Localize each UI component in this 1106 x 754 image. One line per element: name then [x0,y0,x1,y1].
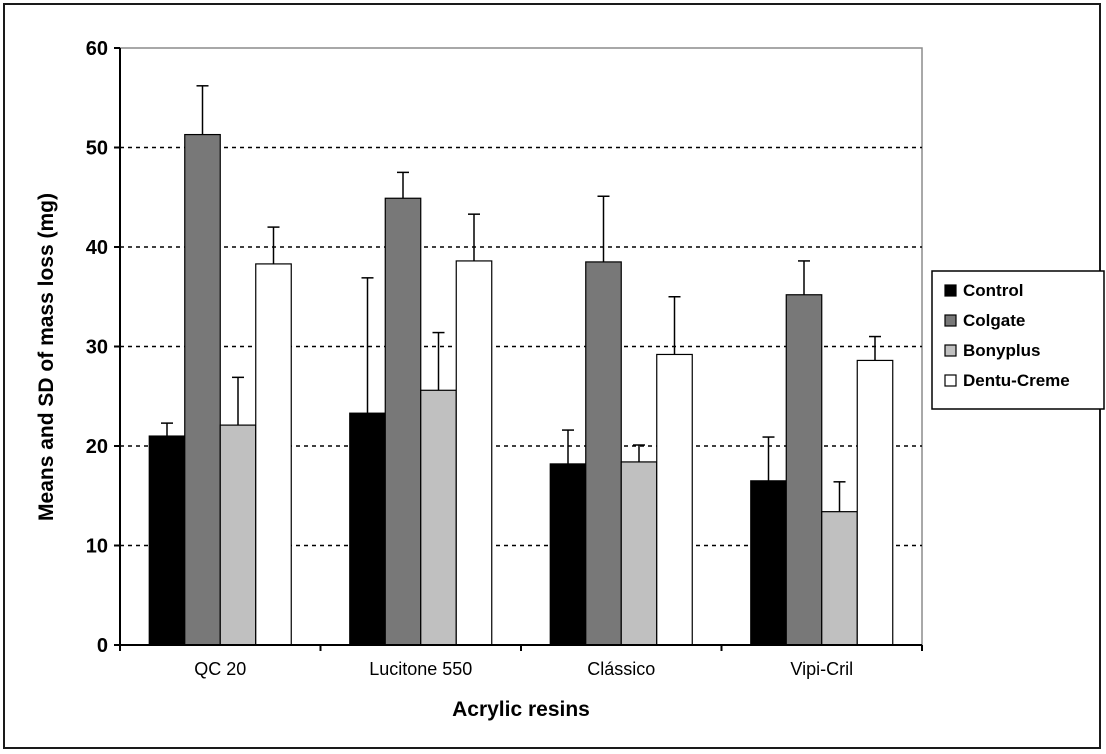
y-tick-label: 50 [86,138,108,160]
legend-swatch-colgate [944,314,957,327]
bar-bonyplus-1 [219,424,257,646]
legend-label: Control [963,281,1023,300]
bar-colgate-2 [384,197,422,646]
bar-control-2 [349,412,386,646]
y-tick-label: 0 [97,635,108,657]
x-axis-title: Acrylic resins [452,698,590,721]
x-tick-label: QC 20 [194,659,246,679]
y-tick-label: 30 [86,337,108,359]
x-tick-label: Clássico [587,659,655,679]
bar-bonyplus-4 [821,511,858,646]
bar-bonyplus-3 [620,461,658,646]
bar-control-1 [148,435,186,646]
gridlines [120,146,922,547]
y-tick-label: 60 [86,38,108,60]
legend-label: Colgate [963,311,1025,330]
y-tick-label: 40 [86,237,108,259]
bars [148,85,894,646]
bar-dentu-creme-3 [656,353,693,646]
legend-box [931,270,1105,410]
bar-control-3 [549,463,587,646]
legend-label: Dentu-Creme [963,371,1070,390]
legend: Control Colgate Bonyplus Dentu-Creme [931,270,1105,410]
legend-swatch-control [944,284,957,297]
y-tick-label: 20 [86,436,108,458]
x-tick-labels: QC 20 Lucitone 550 Clássico Vipi-Cril [119,645,923,679]
bar-dentu-creme-2 [455,260,493,646]
bar-colgate-3 [585,261,622,646]
legend-label: Bonyplus [963,341,1040,360]
bar-dentu-creme-4 [856,359,894,646]
bar-colgate-1 [184,133,221,646]
x-tick-label: Vipi-Cril [790,659,853,679]
legend-swatch-dentu-creme [944,374,957,387]
legend-swatch-bonyplus [944,344,957,357]
bar-bonyplus-2 [420,389,457,646]
bar-dentu-creme-1 [255,263,292,646]
bar-colgate-4 [785,294,823,646]
y-axis-title: Means and SD of mass loss (mg) [35,193,58,521]
y-tick-label: 10 [86,536,108,558]
y-tick-labels: 0 10 20 30 40 50 60 [86,38,120,657]
bar-control-4 [750,480,787,646]
x-tick-label: Lucitone 550 [369,659,472,679]
